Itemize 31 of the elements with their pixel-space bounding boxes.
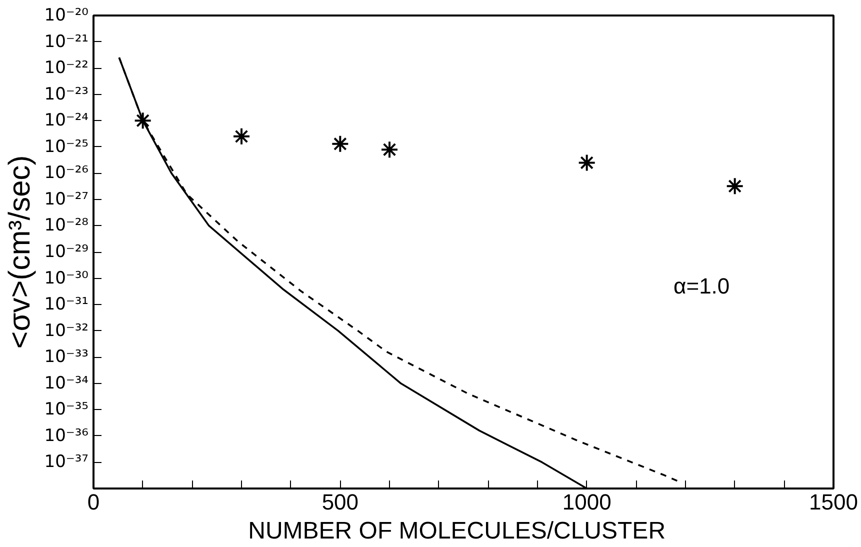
x-axis-title: NUMBER OF MOLECULES/CLUSTER <box>248 518 666 544</box>
y-tick-label: 10⁻³⁶ <box>44 426 89 446</box>
y-axis-title: <σv>(cm³/sec) <box>3 155 36 349</box>
y-tick-label: 10⁻²⁹ <box>44 242 89 262</box>
annotation: α=1.0 <box>674 274 730 298</box>
y-tick-label: 10⁻²⁵ <box>44 136 89 157</box>
y-tick-label: 10⁻²⁶ <box>44 163 89 184</box>
y-tick-label: 10⁻³³ <box>44 347 89 368</box>
x-tick-label: 500 <box>322 490 359 514</box>
y-tick-label: 10⁻³¹ <box>44 294 89 315</box>
x-tick-label: 0 <box>87 490 100 514</box>
y-tick-label: 10⁻²¹ <box>44 32 89 52</box>
point <box>232 127 250 146</box>
point <box>331 134 350 153</box>
point <box>380 140 398 159</box>
y-tick-label: 10⁻²⁸ <box>44 216 89 236</box>
y-tick-label: 10⁻²² <box>44 58 89 78</box>
x-tick-label: 1500 <box>809 490 858 514</box>
y-tick-label: 10⁻³² <box>44 320 89 341</box>
y-tick-label: 10⁻³⁴ <box>44 373 89 394</box>
y-tick-label: 10⁻²⁴ <box>44 110 89 131</box>
point <box>134 112 152 130</box>
y-tick-label: 10⁻³⁰ <box>44 268 89 288</box>
point <box>726 177 744 196</box>
y-tick-label: 10⁻²³ <box>44 84 89 104</box>
point <box>578 154 596 172</box>
y-tick-label: 10⁻²⁰ <box>44 6 89 26</box>
y-tick-label: 10⁻³⁵ <box>44 400 89 420</box>
x-tick-label: 1000 <box>562 490 612 514</box>
y-tick-label: 10⁻³⁷ <box>44 452 89 472</box>
y-tick-label: 10⁻²⁷ <box>44 189 89 210</box>
